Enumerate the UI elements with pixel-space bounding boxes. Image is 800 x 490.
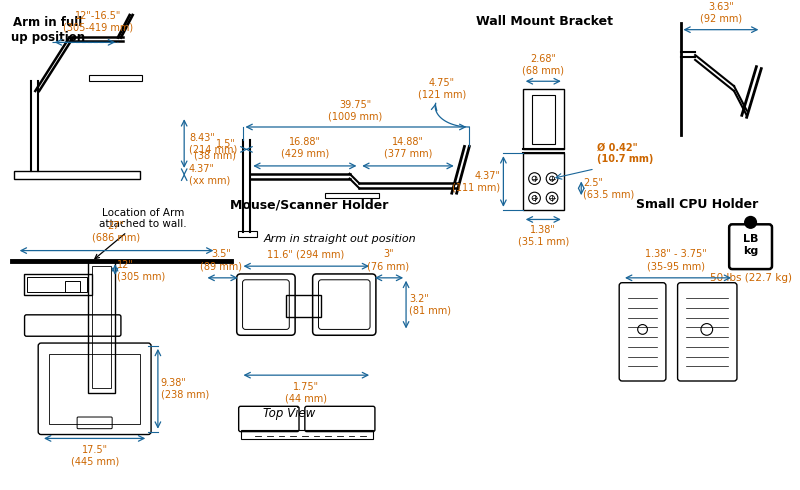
Text: 3"
(76 mm): 3" (76 mm) <box>367 249 410 271</box>
Text: 3.63"
(92 mm): 3.63" (92 mm) <box>700 2 742 24</box>
Text: 17.5"
(445 mm): 17.5" (445 mm) <box>70 445 118 467</box>
Text: 1.38" - 3.75"
(35-95 mm): 1.38" - 3.75" (35-95 mm) <box>645 249 706 271</box>
Text: Ø 0.42"
(10.7 mm): Ø 0.42" (10.7 mm) <box>597 143 653 164</box>
Text: 11.6" (294 mm): 11.6" (294 mm) <box>267 249 345 259</box>
Text: 8.43"
(214 mm): 8.43" (214 mm) <box>189 133 238 154</box>
Text: 4.75"
(121 mm): 4.75" (121 mm) <box>418 78 466 100</box>
Text: 2.5"
(63.5 mm): 2.5" (63.5 mm) <box>583 177 634 199</box>
Text: 4.37"
(111 mm): 4.37" (111 mm) <box>452 171 501 192</box>
Circle shape <box>745 217 757 228</box>
Text: Wall Mount Bracket: Wall Mount Bracket <box>476 15 613 28</box>
Text: 1.75"
(44 mm): 1.75" (44 mm) <box>285 382 327 404</box>
Text: Arm in full
up position: Arm in full up position <box>11 16 85 44</box>
Text: 14.88"
(377 mm): 14.88" (377 mm) <box>384 137 432 158</box>
Text: 2.68"
(68 mm): 2.68" (68 mm) <box>522 54 564 75</box>
Text: 1.38"
(35.1 mm): 1.38" (35.1 mm) <box>518 225 569 247</box>
Text: LB
kg: LB kg <box>743 234 758 256</box>
Text: Small CPU Holder: Small CPU Holder <box>636 198 758 211</box>
Text: 9.38"
(238 mm): 9.38" (238 mm) <box>161 378 209 399</box>
Text: 12"-16.5"
(305-419 mm): 12"-16.5" (305-419 mm) <box>63 11 134 33</box>
Text: 27"
(686 mm): 27" (686 mm) <box>92 221 140 243</box>
Text: Location of Arm
attached to wall.: Location of Arm attached to wall. <box>95 208 187 259</box>
Text: Arm in straight out position: Arm in straight out position <box>263 234 416 244</box>
Text: 16.88"
(429 mm): 16.88" (429 mm) <box>281 137 329 158</box>
Text: Mouse/Scanner Holder: Mouse/Scanner Holder <box>230 198 388 211</box>
Text: Top View: Top View <box>263 407 315 420</box>
Text: 50 lbs (22.7 kg): 50 lbs (22.7 kg) <box>710 273 791 283</box>
Text: 39.75"
(1009 mm): 39.75" (1009 mm) <box>328 99 382 121</box>
Text: 12"
(305 mm): 12" (305 mm) <box>117 260 166 282</box>
Text: 1.5"
(38 mm): 1.5" (38 mm) <box>194 139 236 160</box>
Text: 4.37"
(xx mm): 4.37" (xx mm) <box>189 164 230 186</box>
Text: 3.2"
(81 mm): 3.2" (81 mm) <box>409 294 451 316</box>
Text: 3.5"
(89 mm): 3.5" (89 mm) <box>200 249 242 271</box>
